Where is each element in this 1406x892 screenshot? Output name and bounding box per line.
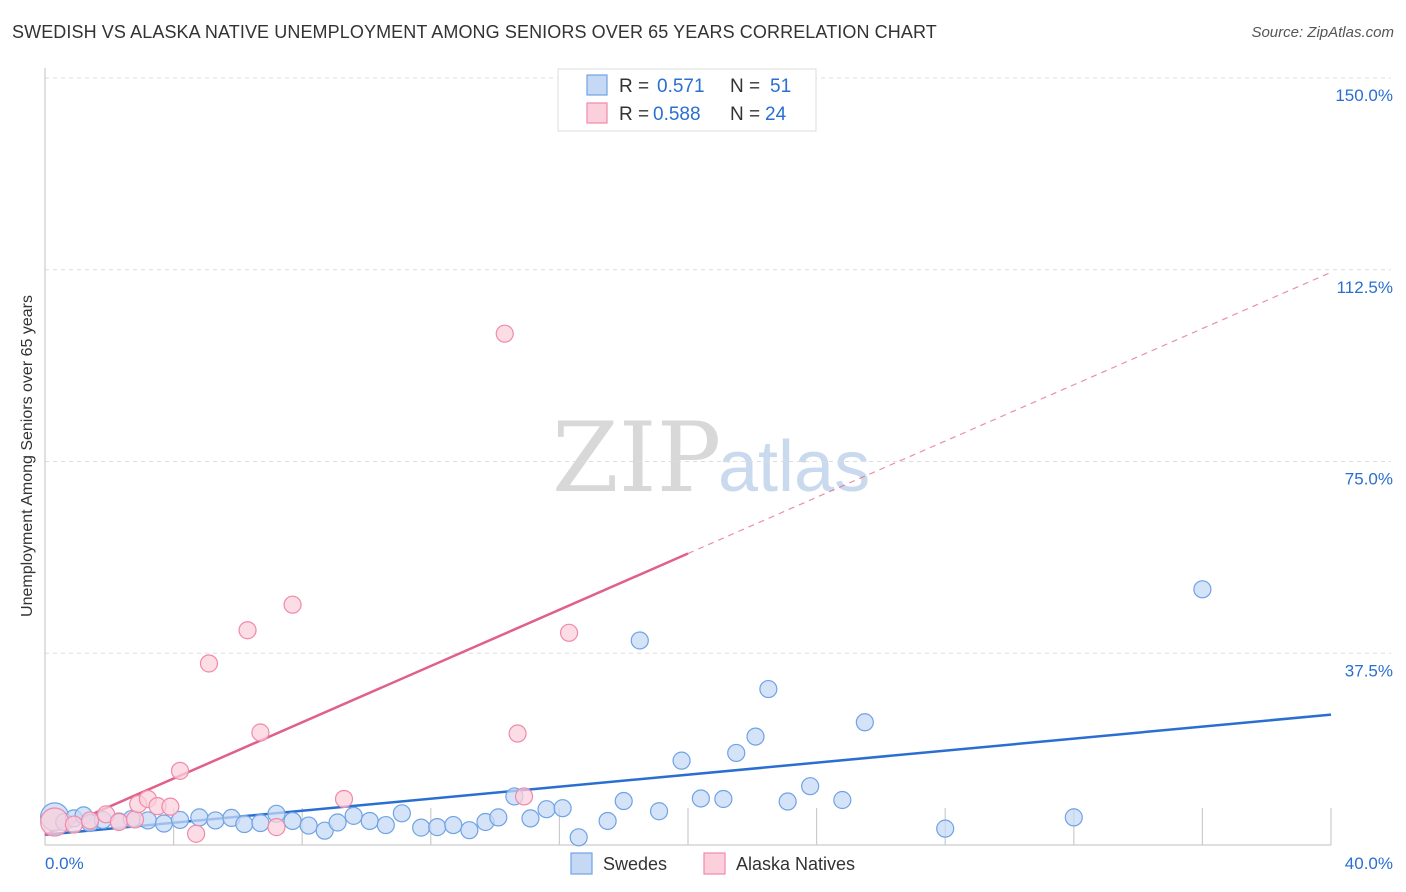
point-swedes [598, 811, 617, 831]
series-legend-swatch-swedes [570, 852, 593, 875]
point-swedes [672, 751, 691, 770]
point-alaska-natives [559, 623, 579, 642]
legend-n-label: N = [730, 104, 760, 125]
series-legend-swatch-alaska-natives [703, 852, 726, 875]
point-swedes [315, 821, 334, 840]
y-tick-label: 150.0% [1335, 86, 1393, 105]
point-alaska-natives [251, 723, 270, 742]
point-swedes [344, 806, 363, 825]
point-swedes [283, 811, 302, 831]
point-swedes [691, 789, 710, 808]
legend-r-label: R = [619, 104, 649, 125]
point-alaska-natives [109, 812, 129, 832]
series-legend-label-swedes: Swedes [603, 854, 667, 874]
point-alaska-natives [199, 654, 219, 673]
legend-n-value: 24 [765, 104, 787, 125]
point-swedes [778, 792, 797, 811]
point-swedes [1064, 808, 1083, 827]
axes: 37.5% 75.0% 112.5% 150.0% 0.0% 40.0% [44, 68, 1393, 873]
point-alaska-natives [80, 811, 100, 830]
trend-lines [44, 271, 1332, 837]
correlation-legend: R = 0.571 N = 51 R = 0.588 N = 24 [557, 68, 817, 132]
x-tick-label: 0.0% [45, 854, 84, 873]
point-alaska-natives [514, 787, 534, 806]
point-alaska-natives [238, 621, 257, 640]
point-swedes [569, 828, 588, 847]
point-swedes [936, 819, 955, 838]
legend-r-value: 0.571 [657, 76, 705, 97]
point-alaska-natives [283, 595, 302, 614]
watermark-zip: ZIP [552, 402, 721, 514]
point-swedes [190, 808, 209, 827]
point-swedes [328, 813, 347, 832]
legend-r-label: R = [619, 76, 649, 97]
point-swedes [412, 818, 431, 837]
point-swedes [170, 810, 190, 830]
y-tick-label: 37.5% [1345, 661, 1393, 680]
point-swedes [537, 800, 556, 819]
chart-title: SWEDISH VS ALASKA NATIVE UNEMPLOYMENT AM… [12, 22, 937, 42]
point-swedes [855, 713, 874, 732]
point-swedes [206, 811, 225, 830]
point-swedes [759, 679, 778, 699]
point-alaska-natives [508, 724, 527, 743]
series-legend-label-alaska-natives: Alaska Natives [736, 854, 855, 874]
y-tick-label: 75.0% [1345, 470, 1393, 489]
point-alaska-natives [187, 824, 206, 843]
source-label: Source: ZipAtlas.com [1251, 24, 1394, 41]
point-swedes [444, 815, 463, 835]
trend-line-alaska-natives [687, 271, 1332, 555]
watermark-atlas: atlas [718, 427, 870, 507]
point-alaska-natives [170, 761, 190, 780]
trend-line-alaska-natives [44, 552, 689, 836]
point-swedes [489, 808, 508, 827]
point-alaska-natives [40, 807, 70, 837]
point-swedes [360, 811, 379, 831]
point-swedes [833, 790, 852, 810]
point-swedes [614, 791, 633, 811]
legend-r-value: 0.588 [653, 104, 701, 125]
point-alaska-natives [334, 789, 354, 809]
point-swedes [428, 818, 447, 837]
series-legend: Swedes Alaska Natives [570, 852, 855, 875]
point-swedes [727, 743, 746, 763]
legend-n-value: 51 [770, 76, 791, 97]
point-swedes [630, 631, 649, 650]
point-swedes [553, 799, 572, 818]
point-swedes [1193, 580, 1212, 599]
grid [45, 77, 1391, 845]
point-swedes [251, 813, 270, 833]
legend-swatch-alaska-natives [586, 102, 608, 124]
point-alaska-natives [495, 324, 514, 343]
legend-n-label: N = [730, 76, 760, 97]
point-swedes [649, 802, 669, 821]
y-tick-label: 112.5% [1337, 278, 1393, 297]
point-alaska-natives [125, 810, 145, 829]
point-swedes [299, 816, 318, 835]
legend-swatch-swedes [586, 74, 608, 96]
point-alaska-natives [64, 815, 84, 834]
point-swedes [714, 789, 733, 809]
point-alaska-natives [161, 797, 180, 816]
point-swedes [235, 814, 254, 834]
point-swedes [154, 814, 174, 833]
point-swedes [392, 804, 411, 823]
point-swedes [746, 727, 765, 746]
x-tick-label: 40.0% [1345, 854, 1393, 873]
data-points [40, 324, 1212, 847]
point-swedes [801, 777, 820, 796]
point-swedes [376, 815, 395, 835]
point-swedes [460, 821, 479, 840]
point-swedes [521, 809, 540, 828]
point-alaska-natives [267, 818, 286, 837]
